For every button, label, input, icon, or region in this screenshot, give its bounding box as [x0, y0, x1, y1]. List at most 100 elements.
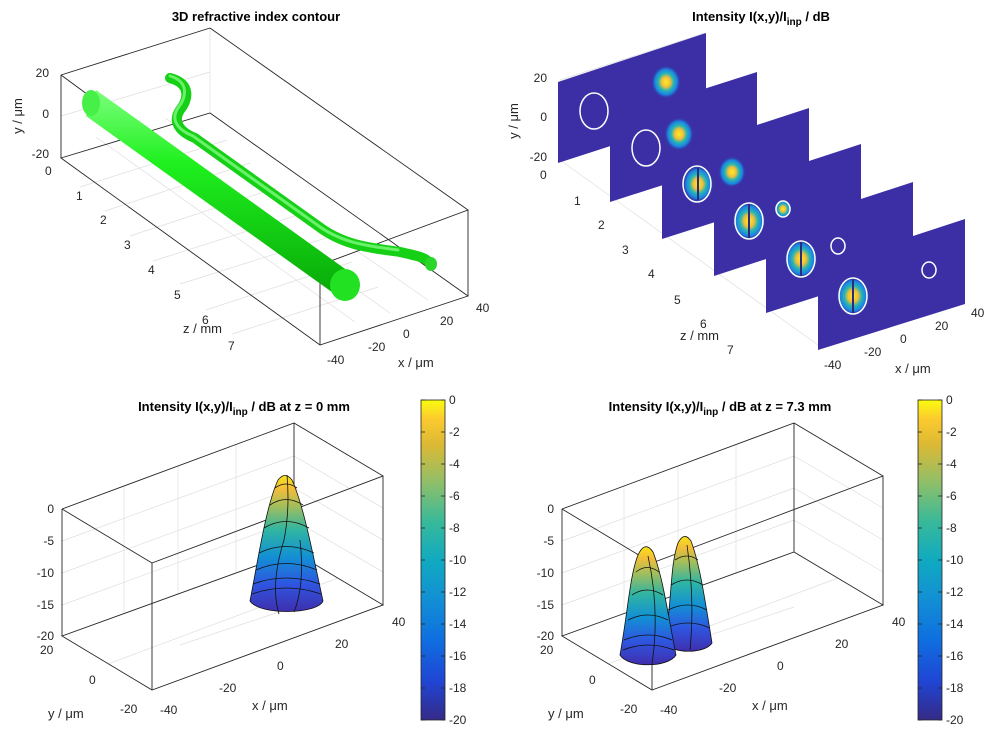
panel3-y-ticks: 20 0 -20	[40, 643, 138, 716]
colorbar-tick-label: -14	[946, 617, 964, 631]
colorbar-tick-label: -4	[449, 457, 460, 471]
p1-z-tick: 3	[124, 238, 131, 252]
slice-z2	[662, 108, 809, 239]
p4-x-tick: -40	[660, 703, 678, 717]
panel3-z-ticks: 0 -5 -10 -15 -20	[37, 502, 55, 643]
p1-z-tick: 6	[202, 313, 209, 327]
p2-x-tick: 20	[935, 319, 949, 333]
panel3-x-ticks: -40 -20 0 20 40	[160, 615, 406, 717]
p4-x-tick: 0	[777, 659, 784, 673]
p1-y-label: y / μm	[10, 98, 25, 134]
colorbar-tick-label: -6	[449, 489, 460, 503]
colorbar-tick-label: -12	[946, 585, 964, 599]
colorbar-tick-label: -8	[946, 521, 957, 535]
p2-z-label: z / mm	[680, 328, 719, 343]
colorbar-tick-label: -8	[449, 521, 460, 535]
waveguide-outline	[830, 237, 846, 255]
p3-x-tick: 20	[335, 637, 349, 651]
p1-y-tick: 20	[36, 66, 50, 80]
p4-y-tick: -20	[620, 702, 638, 716]
p1-z-tick: 4	[148, 263, 155, 277]
p3-db-tick: -20	[37, 629, 55, 643]
panel1-y-ticks: 20 0 -20	[32, 66, 50, 161]
colorbar-right: 0 -2 -4 -6 -8 -10 -12 -14 -16 -18 -20	[917, 393, 964, 727]
p1-z-tick: 7	[228, 339, 235, 353]
p3-y-label: y / μm	[48, 706, 84, 721]
colorbar-tick-label: -2	[449, 425, 460, 439]
colorbar-left: 0 -2 -4 -6 -8 -10 -12 -14 -16 -18 -20	[420, 393, 467, 727]
p4-db-tick: 0	[547, 502, 554, 516]
colorbar-tick-label: -10	[449, 553, 467, 567]
p1-y-tick: -20	[32, 147, 50, 161]
beam-spot	[664, 117, 694, 151]
waveguide-outline	[579, 92, 609, 130]
s-bend-waveguide-tube	[165, 73, 435, 269]
panel4-z-ticks: 0 -5 -10 -15 -20	[537, 502, 555, 643]
waveguide-outline	[786, 240, 816, 278]
p2-x-label: x / μm	[895, 361, 931, 376]
waveguide-outline	[921, 261, 937, 279]
colorbar-tick-label: -6	[946, 489, 957, 503]
panel3-grid	[61, 422, 384, 665]
p4-x-tick: 40	[892, 615, 906, 629]
colorbar-tick-label: -18	[449, 681, 467, 695]
p2-z-tick: 4	[648, 267, 655, 281]
p4-db-tick: -20	[537, 629, 555, 643]
p4-x-tick: -20	[719, 681, 737, 695]
colorbar-tick-label: -18	[946, 681, 964, 695]
straight-waveguide-tube	[82, 90, 360, 301]
p3-x-label: x / μm	[252, 698, 288, 713]
p2-z-tick: 5	[674, 293, 681, 307]
p1-x-tick: -40	[327, 353, 345, 367]
p1-z-tick: 5	[174, 288, 181, 302]
p2-y-tick: 20	[534, 71, 548, 85]
p1-z-tick: 0	[45, 164, 52, 178]
p1-z-label: z / mm	[183, 321, 222, 336]
panel-intensity-slices: Intensity I(x,y)/Iinp / dB	[506, 9, 985, 376]
panel4-grid	[561, 422, 884, 665]
p1-x-label: x / μm	[398, 355, 434, 370]
slice-z4	[766, 182, 913, 313]
panel-intensity-z73: Intensity I(x,y)/Iinp / dB at z = 7.3 mm	[537, 393, 964, 727]
p4-db-tick: -15	[537, 598, 555, 612]
p1-z-tick: 1	[76, 189, 83, 203]
panel3-title: Intensity I(x,y)/Iinp / dB at z = 0 mm	[138, 399, 350, 418]
p1-x-tick: -20	[368, 340, 386, 354]
p2-z-tick: 6	[700, 317, 707, 331]
panel4-x-ticks: -40 -20 0 20 40	[660, 615, 906, 717]
p2-z-tick: 0	[540, 168, 547, 182]
p1-y-tick: 0	[42, 107, 49, 121]
slice-z0	[558, 33, 706, 163]
p3-x-tick: 40	[392, 615, 406, 629]
panel1-grid	[60, 27, 469, 335]
p2-z-tick: 3	[622, 243, 629, 257]
p2-y-tick: -20	[530, 150, 548, 164]
waveguide-outline	[682, 165, 712, 203]
beam-spot	[774, 199, 792, 219]
panel1-x-ticks: -40 -20 0 20 40	[327, 301, 490, 367]
p3-db-tick: 0	[47, 502, 54, 516]
colorbar-tick-label: -10	[946, 553, 964, 567]
p4-db-tick: -5	[543, 534, 554, 548]
slice-z1	[610, 72, 757, 202]
p4-y-tick: 20	[540, 643, 554, 657]
p3-y-tick: -20	[120, 702, 138, 716]
slice-z5	[818, 219, 965, 350]
slice-z3	[714, 144, 861, 276]
panel2-x-ticks: -40 -20 0 20 40	[824, 306, 985, 372]
colorbar-tick-label: -14	[449, 617, 467, 631]
panel2-y-ticks: 20 0 -20	[530, 71, 548, 164]
waveguide-outline	[775, 200, 791, 218]
colorbar-tick-label: -4	[946, 457, 957, 471]
p4-y-tick: 0	[589, 673, 596, 687]
panel2-z-ticks: 0 1 2 3 4 5 6 7	[540, 168, 734, 357]
z0-intensity-cone	[249, 474, 324, 615]
p3-y-tick: 20	[40, 643, 54, 657]
panel4-title: Intensity I(x,y)/Iinp / dB at z = 7.3 mm	[609, 399, 832, 418]
p2-z-tick: 1	[574, 194, 581, 208]
colorbar-tick-label: 0	[449, 393, 456, 407]
p3-x-tick: -40	[160, 703, 178, 717]
p2-z-tick: 7	[727, 343, 734, 357]
colorbar-tick-label: -20	[449, 713, 467, 727]
panel2-slices	[558, 33, 965, 350]
